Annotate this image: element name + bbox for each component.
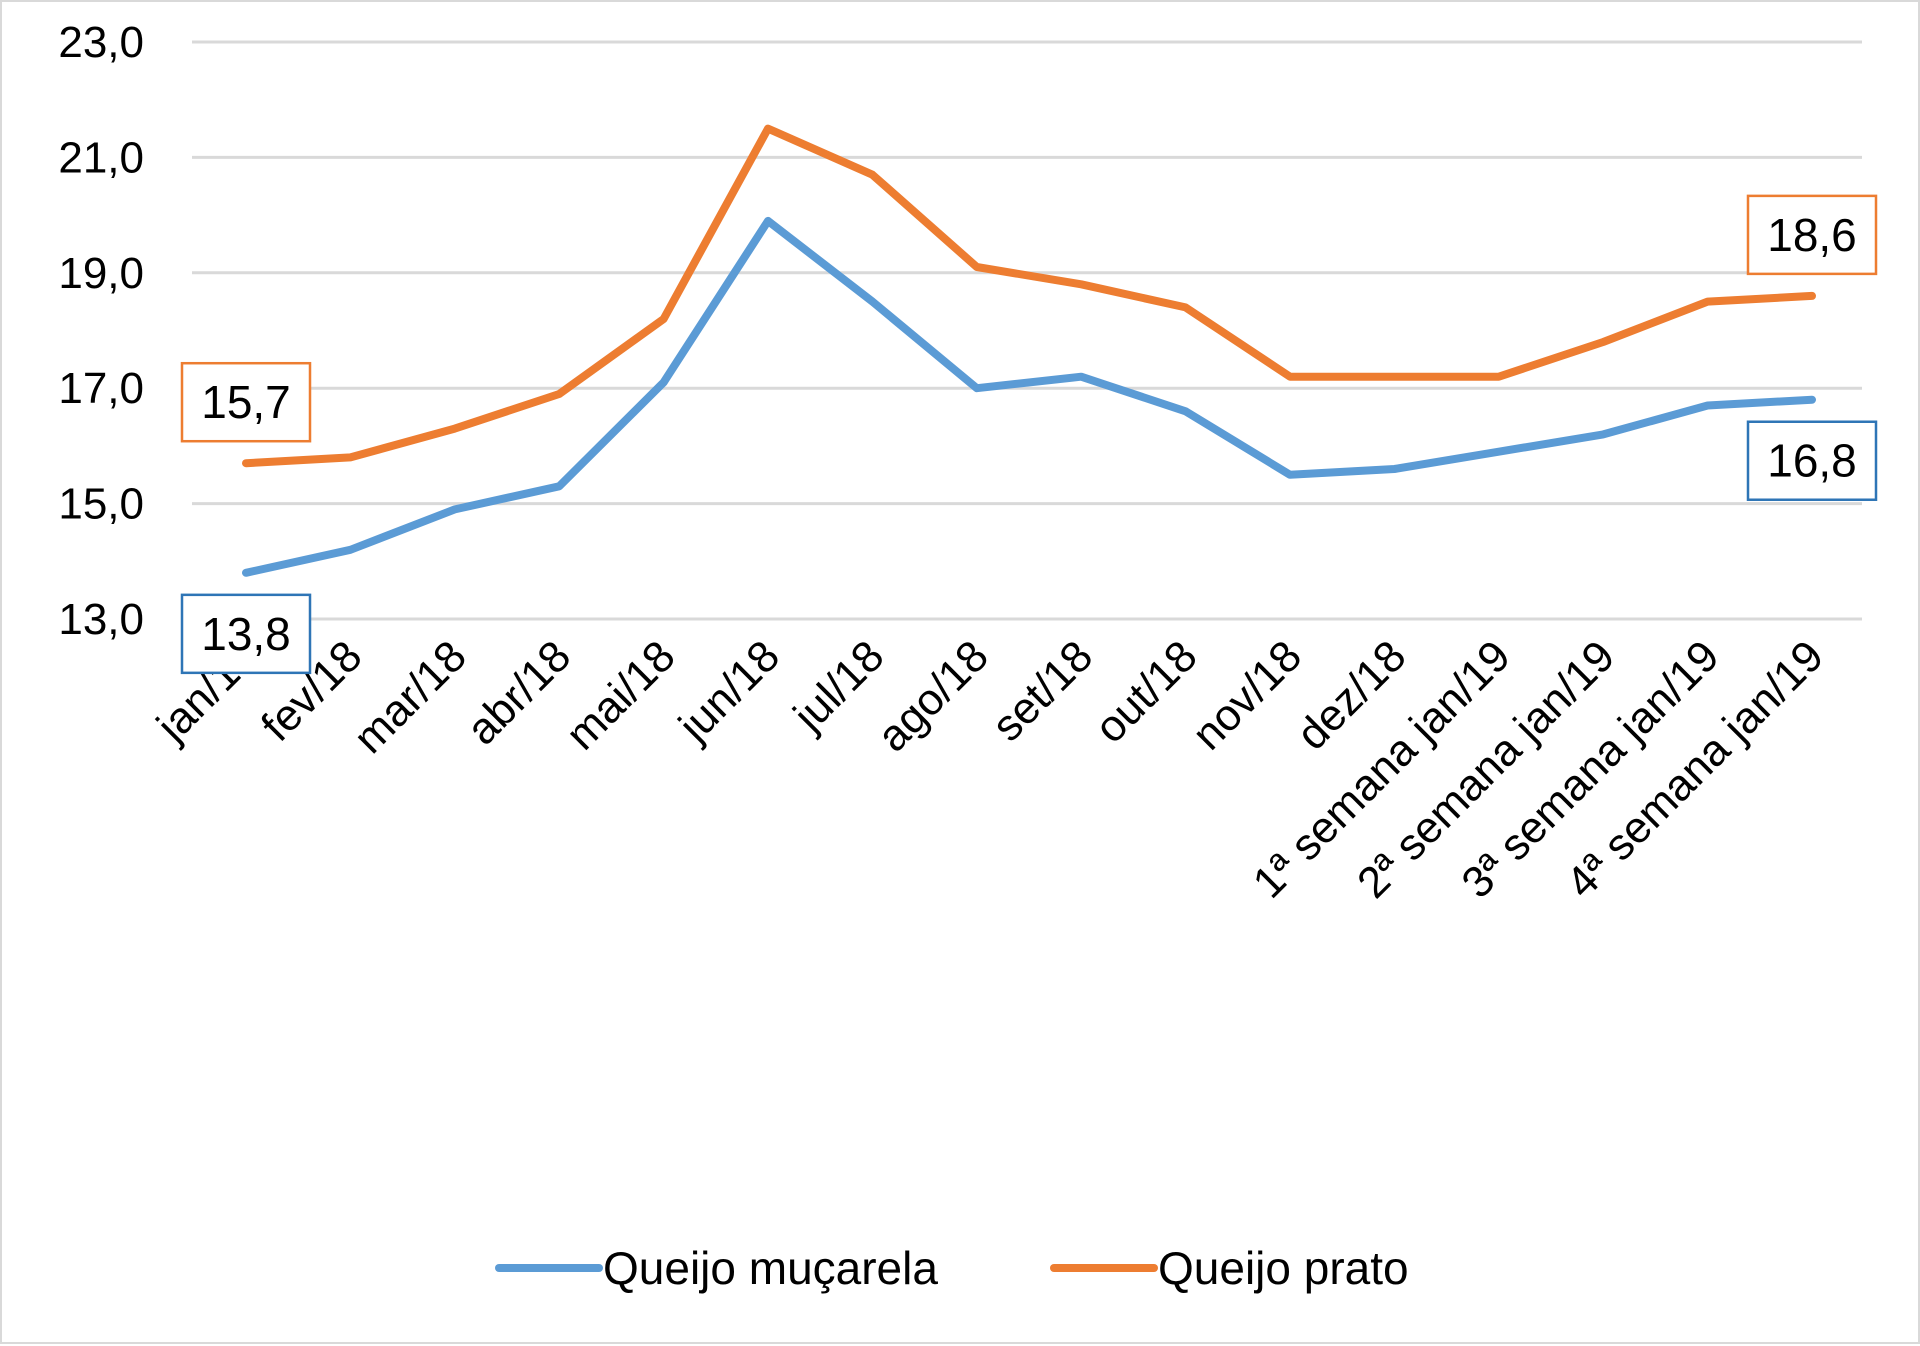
x-tick-label: mar/18 — [344, 631, 475, 762]
gridlines — [192, 40, 1862, 621]
data-label-text: 13,8 — [201, 608, 291, 660]
y-tick-label: 23,0 — [58, 18, 144, 67]
legend-label: Queijo prato — [1158, 1242, 1409, 1294]
x-tick-label: mai/18 — [557, 631, 685, 759]
data-label: 13,8 — [180, 593, 312, 675]
legend: Queijo muçarela Queijo prato — [495, 1242, 1409, 1294]
data-label: 18,6 — [1746, 194, 1878, 276]
y-tick-label: 15,0 — [58, 480, 144, 529]
data-label-box — [1746, 194, 1878, 276]
y-tick-label: 21,0 — [58, 133, 144, 182]
legend-label: Queijo muçarela — [603, 1242, 938, 1294]
x-tick-label: ago/18 — [868, 631, 998, 761]
y-tick-label: 17,0 — [58, 364, 144, 413]
x-axis-ticks: jan/18fev/18mar/18abr/18mai/18jun/18jul/… — [146, 631, 1833, 907]
data-label-text: 15,7 — [201, 376, 291, 428]
series-line-queijo-prato — [242, 124, 1816, 468]
data-label-box — [1746, 420, 1878, 501]
data-label-text: 18,6 — [1767, 209, 1857, 261]
data-labels: 13,8 15,7 18,6 16,8 — [180, 194, 1878, 675]
x-tick-label: out/18 — [1086, 631, 1207, 752]
data-label: 16,8 — [1746, 420, 1878, 501]
data-label-box — [180, 361, 312, 443]
series-line-queijo-mucarela — [242, 216, 1816, 577]
data-label-text: 16,8 — [1767, 435, 1857, 487]
y-tick-label: 13,0 — [58, 595, 144, 644]
y-axis-ticks: 13,0 15,0 17,0 19,0 21,0 23,0 — [58, 18, 144, 644]
data-label: 15,7 — [180, 361, 312, 443]
series-lines — [242, 124, 1816, 577]
x-tick-label: set/18 — [983, 631, 1102, 750]
x-tick-label: abr/18 — [457, 631, 580, 754]
x-tick-label: nov/18 — [1183, 631, 1311, 759]
x-tick-label: jun/18 — [668, 631, 789, 752]
data-label-box — [180, 593, 312, 675]
y-tick-label: 19,0 — [58, 249, 144, 298]
